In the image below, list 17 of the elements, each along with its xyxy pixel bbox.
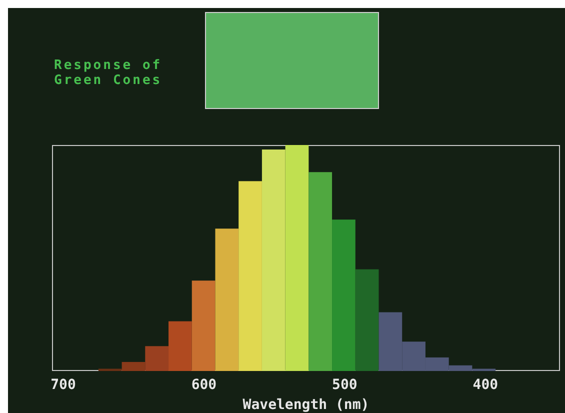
bar (238, 181, 262, 371)
chart-title: Response of Green Cones (54, 58, 164, 88)
bar (308, 172, 332, 371)
bar (215, 228, 239, 371)
bar (355, 269, 379, 371)
bar (192, 280, 216, 371)
x-tick-label: 600 (191, 376, 217, 393)
x-tick-label: 500 (332, 376, 358, 393)
x-tick-label: 700 (50, 376, 76, 393)
bar (122, 362, 146, 371)
bar (168, 321, 192, 371)
bar (332, 220, 356, 371)
x-axis-title: Wavelength (nm) (242, 397, 370, 413)
bar (145, 346, 169, 371)
bar (285, 145, 309, 371)
x-tick-label: 400 (472, 376, 498, 393)
bar (262, 150, 286, 371)
